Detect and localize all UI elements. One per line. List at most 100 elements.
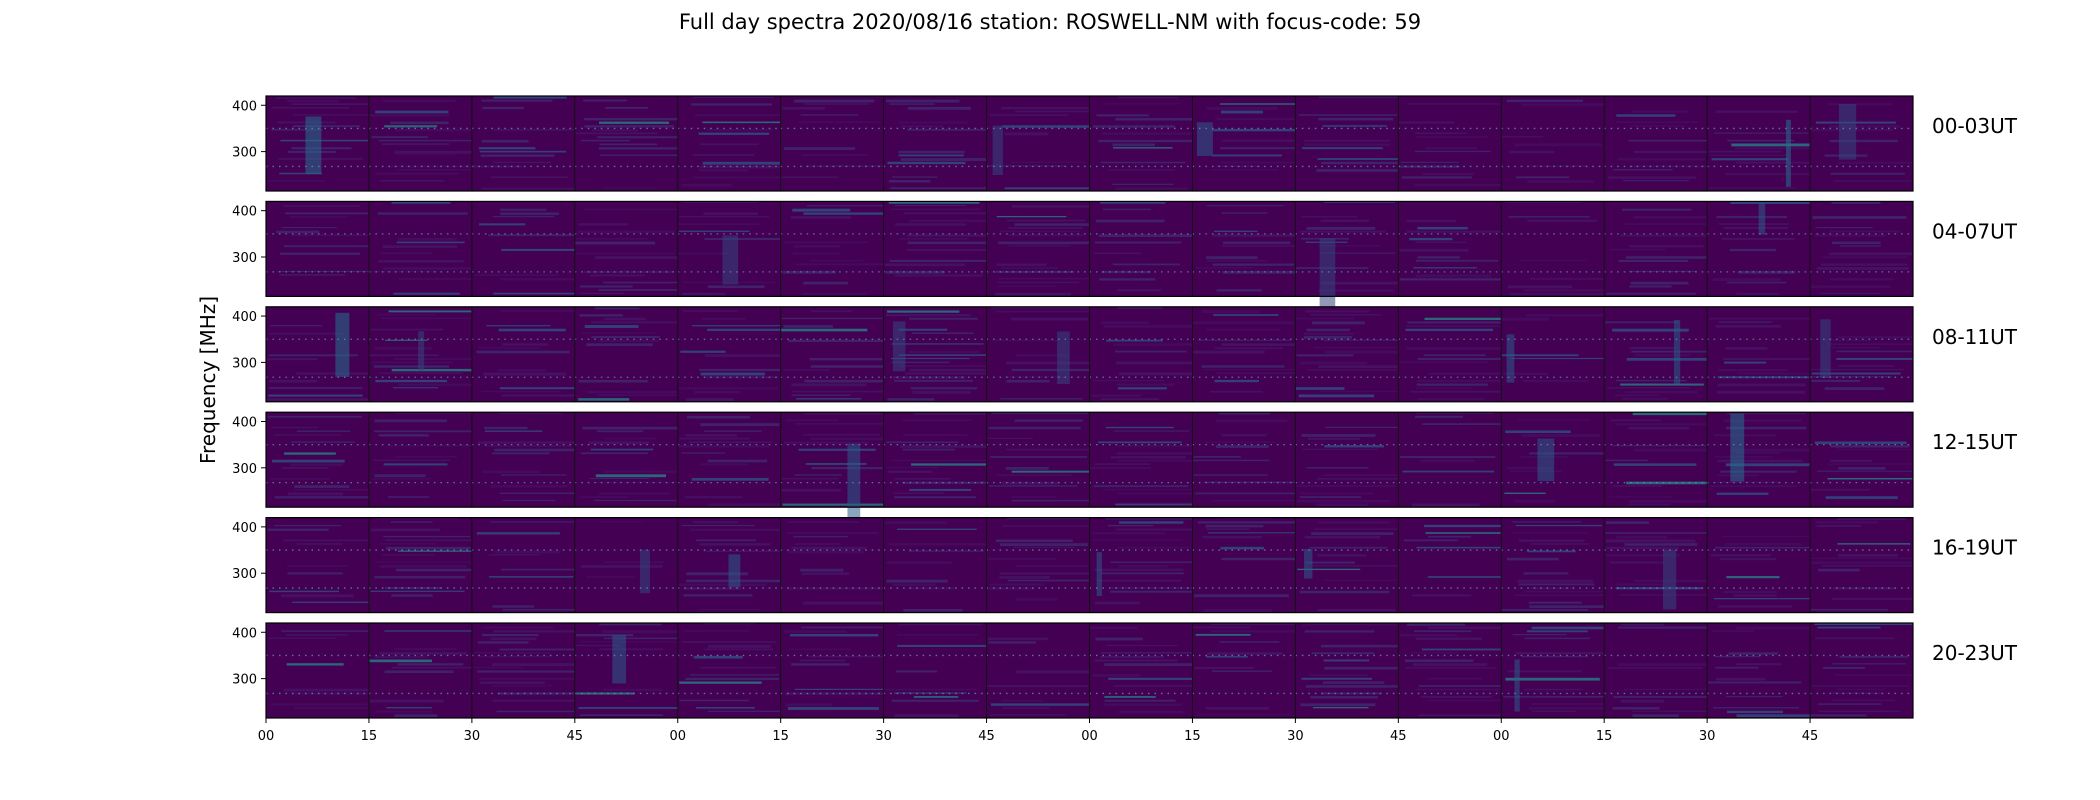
spectrum-panel bbox=[265, 517, 369, 613]
spectrum-feature bbox=[481, 390, 561, 393]
spectrum-feature bbox=[1206, 328, 1280, 331]
spectrum-feature bbox=[1708, 317, 1811, 320]
spectrum-feature bbox=[1634, 354, 1692, 357]
spectrum-feature bbox=[281, 630, 369, 632]
spectrum-feature bbox=[268, 394, 363, 397]
panel-background bbox=[1501, 517, 1605, 613]
spectrum-feature bbox=[483, 626, 554, 629]
spectrum-feature bbox=[1201, 310, 1260, 314]
spectrum-feature bbox=[476, 532, 560, 535]
spectrum-feature bbox=[1837, 554, 1898, 557]
spectrum-panel bbox=[1500, 201, 1605, 297]
spectrum-feature bbox=[1628, 245, 1704, 248]
spectrum-feature bbox=[1092, 379, 1165, 382]
spectrum-feature bbox=[898, 150, 965, 154]
spectrum-feature bbox=[694, 114, 781, 117]
spectrum-panel bbox=[677, 412, 781, 508]
spectrum-feature bbox=[1827, 477, 1913, 480]
spectrum-feature bbox=[267, 528, 329, 531]
spectrum-feature bbox=[1002, 481, 1059, 485]
spectrum-feature bbox=[704, 550, 781, 552]
spectrum-feature bbox=[371, 136, 428, 139]
spectrum-feature bbox=[902, 419, 972, 422]
spectrum-feature bbox=[597, 136, 678, 139]
spectrum-feature bbox=[704, 237, 781, 241]
spectrum-feature bbox=[1630, 125, 1685, 127]
spectrum-feature bbox=[1737, 372, 1811, 375]
spectrum-feature bbox=[1104, 699, 1176, 702]
spectrum-feature bbox=[784, 241, 868, 244]
spectrum-feature bbox=[989, 114, 1068, 116]
spectrum-panel bbox=[986, 623, 1090, 718]
x-tick-label: 15 bbox=[361, 729, 378, 744]
spectrum-feature bbox=[1317, 554, 1367, 557]
panel-background bbox=[574, 201, 678, 297]
panel-background bbox=[1707, 623, 1811, 718]
spectrum-feature bbox=[1605, 532, 1708, 534]
spectrum-burst bbox=[1662, 549, 1677, 610]
spectrum-feature bbox=[889, 259, 987, 262]
spectrum-feature bbox=[904, 212, 987, 215]
spectrum-feature bbox=[1207, 652, 1283, 655]
spectrum-feature bbox=[1620, 383, 1704, 386]
spectrum-feature bbox=[386, 707, 432, 709]
spectrum-feature bbox=[1830, 230, 1900, 233]
spectrum-feature bbox=[499, 648, 575, 651]
spectrum-feature bbox=[1319, 96, 1399, 98]
spectrum-panel bbox=[574, 201, 678, 297]
spectrum-feature bbox=[1110, 561, 1193, 563]
spectrum-feature bbox=[1323, 659, 1370, 662]
spectrum-feature bbox=[1608, 176, 1697, 179]
spectrum-feature bbox=[492, 699, 575, 702]
spectrum-feature bbox=[1624, 543, 1698, 546]
spectrum-feature bbox=[1215, 419, 1288, 423]
y-tick-label: 400 bbox=[232, 310, 257, 325]
spectrum-feature bbox=[801, 626, 884, 629]
spectrum-feature bbox=[1720, 470, 1797, 473]
spectrum-panel bbox=[1706, 306, 1811, 402]
x-tick-label: 00 bbox=[669, 729, 686, 744]
spectrum-feature bbox=[598, 289, 678, 291]
spectrum-feature bbox=[377, 212, 468, 215]
spectrum-feature bbox=[1197, 521, 1296, 524]
spectrum-feature bbox=[1428, 535, 1472, 538]
spectrum-feature bbox=[783, 441, 869, 445]
spectrum-feature bbox=[1505, 430, 1571, 434]
spectrum-feature bbox=[1102, 488, 1193, 491]
spectrum-feature bbox=[1006, 361, 1090, 365]
spectrum-feature bbox=[792, 252, 841, 255]
spectrum-feature bbox=[700, 463, 747, 466]
spectrum-panel bbox=[265, 96, 369, 191]
spectrum-feature bbox=[1633, 448, 1708, 452]
spectrum-feature bbox=[1412, 663, 1488, 666]
spectrum-feature bbox=[1113, 343, 1193, 346]
spectrum-feature bbox=[472, 666, 523, 669]
spectrum-feature bbox=[584, 270, 673, 274]
spectrum-panel bbox=[1706, 623, 1811, 718]
spectrum-feature bbox=[1112, 143, 1155, 147]
spectrum-feature bbox=[1206, 528, 1250, 530]
spectrum-feature bbox=[1501, 317, 1549, 321]
spectrum-feature bbox=[683, 630, 750, 632]
spectrum-feature bbox=[1723, 361, 1767, 364]
spectrum-feature bbox=[1708, 187, 1797, 189]
spectrum-feature bbox=[1419, 459, 1475, 463]
spectrum-feature bbox=[891, 343, 984, 345]
spectrum-feature bbox=[1736, 714, 1811, 718]
spectrum-feature bbox=[783, 147, 855, 150]
spectrum-feature bbox=[1622, 398, 1668, 400]
spectrum-feature bbox=[1198, 339, 1292, 341]
spectrum-feature bbox=[689, 674, 780, 676]
spectrum-panel bbox=[368, 412, 472, 508]
spectrum-panel bbox=[986, 306, 1090, 402]
spectrum-feature bbox=[1014, 223, 1090, 226]
spectrum-feature bbox=[1117, 96, 1179, 99]
spectrum-feature bbox=[905, 372, 987, 375]
spectrum-feature bbox=[378, 372, 463, 374]
spectrum-feature bbox=[1811, 561, 1913, 565]
spectrum-panel bbox=[471, 623, 575, 718]
spectrum-feature bbox=[1609, 248, 1666, 251]
spectrum-feature bbox=[1618, 626, 1708, 629]
spectrum-panel bbox=[1500, 412, 1605, 508]
spectrum-feature bbox=[1093, 252, 1142, 255]
